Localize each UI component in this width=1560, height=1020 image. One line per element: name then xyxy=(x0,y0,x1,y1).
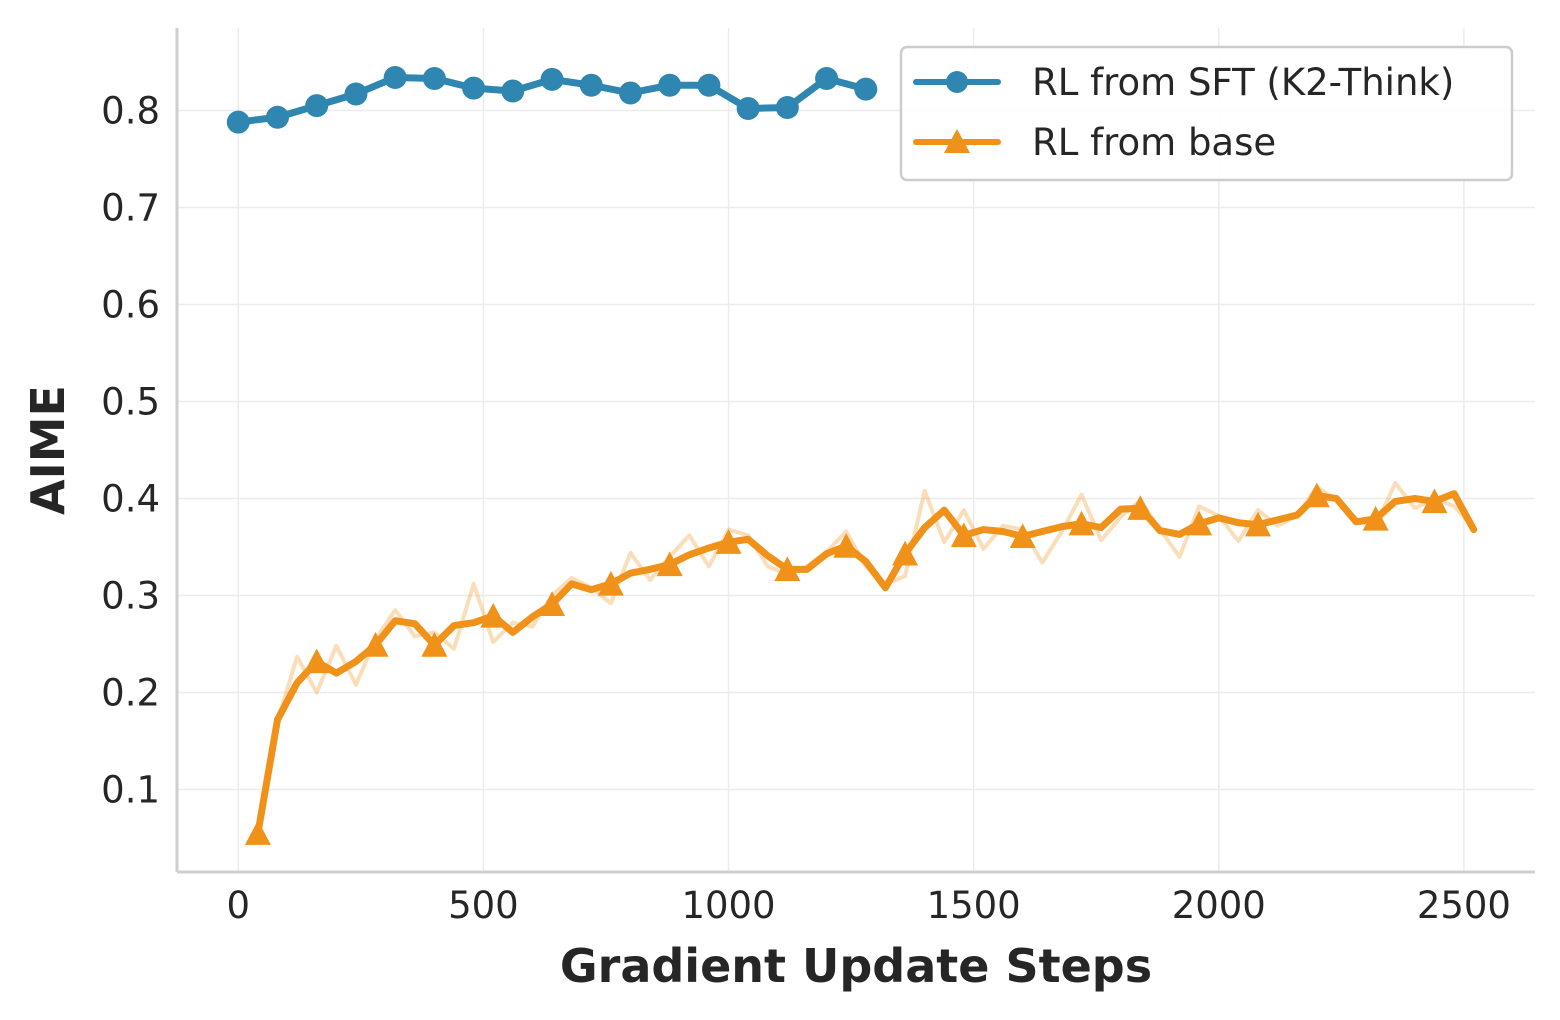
data-point xyxy=(226,110,250,134)
y-tick-label: 0.5 xyxy=(101,380,160,423)
y-tick-label: 0.6 xyxy=(101,283,160,326)
raw-series-line-1 xyxy=(255,480,1476,834)
data-point xyxy=(1362,505,1389,531)
data-point xyxy=(344,82,368,106)
x-axis-title: Gradient Update Steps xyxy=(560,939,1152,993)
x-tick-label: 2500 xyxy=(1417,884,1511,927)
y-tick-label: 0.3 xyxy=(101,575,160,618)
axes xyxy=(175,28,1535,874)
data-point xyxy=(950,522,977,548)
data-point xyxy=(480,602,507,628)
data-point xyxy=(658,73,682,97)
data-point xyxy=(501,79,525,103)
data-point xyxy=(266,105,290,129)
data-point xyxy=(540,67,564,91)
data-point xyxy=(1009,523,1036,549)
data-point xyxy=(1186,510,1213,536)
x-tick-label: 2000 xyxy=(1172,884,1266,927)
data-point xyxy=(892,540,919,566)
data-point xyxy=(1245,511,1272,537)
data-point xyxy=(697,73,721,97)
y-tick-label: 0.1 xyxy=(101,769,160,812)
legend-label-base: RL from base xyxy=(1032,121,1276,164)
data-point xyxy=(656,551,683,577)
data-point xyxy=(421,631,448,657)
legend-marker-triangle xyxy=(944,129,970,153)
data-point xyxy=(244,820,271,845)
data-point xyxy=(1303,482,1330,508)
series-line-1 xyxy=(254,490,1478,837)
legend-entry-base: RL from base xyxy=(913,121,1276,164)
data-point xyxy=(305,94,329,118)
data-point xyxy=(775,96,799,120)
marker-layer xyxy=(226,65,1448,845)
data-point xyxy=(715,529,742,554)
data-point xyxy=(539,591,566,616)
series-layer xyxy=(234,73,1478,837)
data-point xyxy=(579,73,603,97)
data-point xyxy=(1421,488,1448,514)
data-point xyxy=(833,533,860,558)
x-tick-label: 1000 xyxy=(681,884,775,927)
data-point xyxy=(1127,495,1154,520)
y-tick-label: 0.4 xyxy=(101,478,160,521)
x-tick-label: 500 xyxy=(448,884,519,927)
data-point xyxy=(736,97,760,121)
legend-marker-circle xyxy=(946,71,968,93)
y-tick-label: 0.2 xyxy=(101,672,160,715)
data-point xyxy=(597,570,624,596)
x-tick-label: 0 xyxy=(227,884,251,927)
data-point xyxy=(815,66,839,90)
legend-label-sft: RL from SFT (K2-Think) xyxy=(1032,61,1454,104)
data-point xyxy=(774,556,801,582)
data-point xyxy=(462,76,486,100)
y-tick-labels: 0.1 0.2 0.3 0.4 0.5 0.6 0.7 0.8 xyxy=(101,89,160,811)
y-tick-label: 0.8 xyxy=(101,89,160,132)
legend-box xyxy=(899,45,1514,182)
y-tick-label: 0.7 xyxy=(101,186,160,229)
data-point xyxy=(854,77,878,101)
data-point xyxy=(618,81,642,105)
data-point xyxy=(362,631,389,657)
data-point xyxy=(1068,510,1095,536)
data-point xyxy=(383,65,407,89)
legend-entry-sft: RL from SFT (K2-Think) xyxy=(913,61,1454,104)
data-point xyxy=(422,66,446,90)
x-tick-labels: 0 500 1000 1500 2000 2500 xyxy=(227,884,1511,927)
legend: RL from SFT (K2-Think) RL from base xyxy=(899,45,1514,182)
y-axis-title: AIME xyxy=(21,385,75,515)
x-tick-label: 1500 xyxy=(927,884,1021,927)
data-point xyxy=(303,648,330,674)
raw-series-layer xyxy=(255,480,1476,834)
